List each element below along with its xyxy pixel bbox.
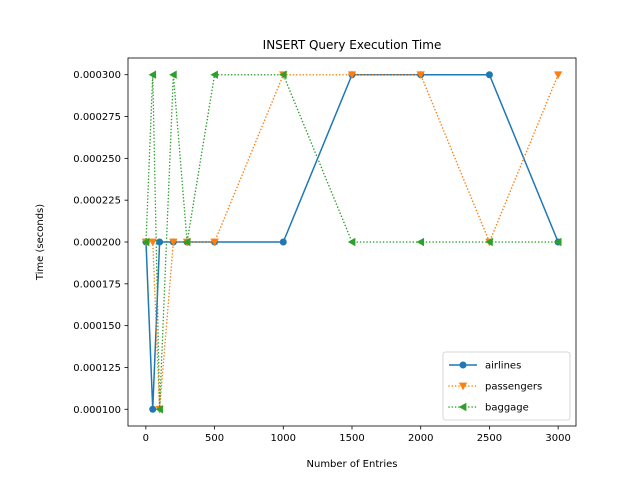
y-tick-label: 0.000125 [73,363,121,374]
legend-marker [458,402,467,412]
baggage-point [182,237,191,247]
legend-item-passengers: passengers [448,382,542,393]
legend-marker [458,382,468,391]
x-tick-label: 1500 [339,433,364,444]
legend-item-baggage: baggage [448,402,529,414]
chart-title: INSERT Query Execution Time [263,38,442,52]
baggage-point [553,237,562,247]
x-axis: 0 500 1000 1500 2000 2500 3000 [143,426,571,444]
y-tick-label: 0.000100 [73,405,121,416]
baggage-point [347,237,356,247]
x-axis-label: Number of Entries [307,459,398,470]
passengers-point [553,71,563,79]
y-tick-label: 0.000150 [73,321,121,332]
baggage-point [141,237,150,247]
y-axis: 0.000100 0.000125 0.000150 0.000175 0.000200… [73,70,128,416]
y-tick-label: 0.000300 [73,70,121,81]
legend-label: passengers [485,382,542,393]
y-tick-label: 0.000275 [73,112,121,123]
passengers-point [347,71,357,79]
y-tick-label: 0.000250 [73,154,121,165]
baggage-point [485,237,493,247]
y-axis-label: Time (seconds) [35,204,46,281]
y-tick-label: 0.000200 [73,238,121,249]
y-tick-label: 0.000175 [73,279,121,290]
x-tick-label: 0 [143,433,149,444]
y-tick-label: 0.000225 [73,196,121,207]
airlines-point [279,238,287,246]
airlines-point [149,405,157,413]
x-tick-label: 2000 [408,433,433,444]
passengers-point [210,238,219,247]
baggage-point [279,70,287,79]
baggage-point [416,237,425,247]
x-tick-label: 1000 [271,433,296,444]
baggage-point [148,70,157,79]
x-tick-label: 2500 [477,433,502,444]
series-baggage [141,70,562,414]
airlines-point [485,71,493,79]
legend-label: airlines [485,361,521,372]
airlines-point [156,238,164,246]
baggage-point [155,405,163,414]
passengers-point [416,71,425,79]
passengers-point [148,238,157,247]
x-tick-label: 500 [205,433,224,444]
passengers-point [169,238,178,247]
legend-box [442,351,571,421]
baggage-point [169,70,177,79]
legend: airlines passengers baggage [442,351,571,421]
legend-marker [459,361,467,369]
x-tick-label: 3000 [545,433,570,444]
series-layer [141,70,563,414]
baggage-point [210,70,218,79]
legend-item-airlines: airlines [449,361,521,372]
legend-label: baggage [485,403,529,414]
